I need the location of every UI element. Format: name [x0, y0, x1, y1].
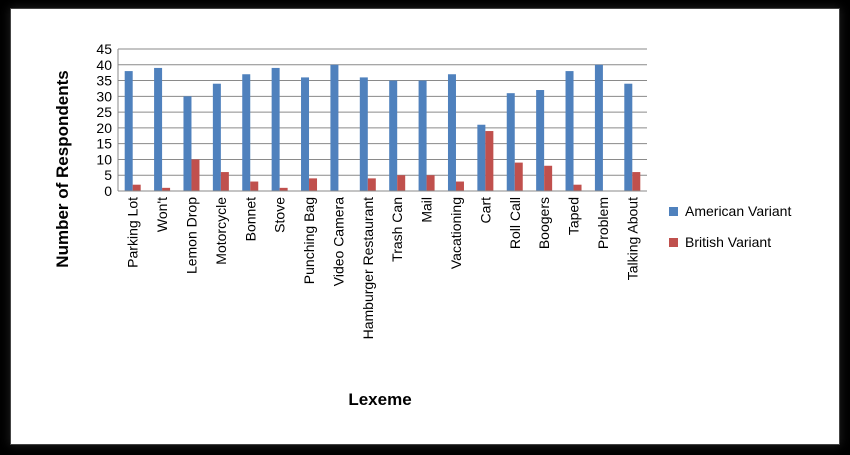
bar	[514, 162, 523, 191]
bar	[536, 90, 545, 191]
bar	[250, 181, 259, 191]
category-label: Cart	[477, 197, 493, 224]
category-label: Mail	[419, 197, 435, 223]
category-label: Problem	[595, 197, 611, 249]
bar	[271, 67, 280, 191]
bar	[447, 74, 456, 191]
bar	[183, 96, 192, 191]
legend-label: British Variant	[685, 234, 771, 250]
category-labels: Parking Lot Won't Lemon Drop Motorcycle Bonn…	[125, 197, 641, 340]
category-label: Vacationing	[448, 197, 464, 269]
y-tick-label: 25	[96, 104, 112, 120]
category-label: Taped	[566, 197, 582, 235]
category-label: Trash Can	[389, 197, 405, 262]
y-tick-label: 45	[96, 41, 112, 57]
gridlines	[118, 48, 647, 192]
bars	[124, 64, 641, 191]
bar	[191, 159, 200, 191]
category-label: Lemon Drop	[183, 197, 199, 274]
y-tick-label: 40	[96, 57, 112, 73]
y-tick-label: 0	[104, 183, 112, 199]
bar	[212, 83, 221, 191]
x-axis-title: Lexeme	[348, 390, 411, 409]
category-label: Roll Call	[507, 197, 523, 249]
bar	[506, 93, 515, 191]
bar	[220, 172, 229, 191]
bar	[279, 187, 288, 191]
category-label: Stove	[272, 197, 288, 233]
bar	[485, 131, 494, 191]
bar	[426, 175, 435, 191]
bar	[573, 184, 582, 191]
bar	[359, 77, 368, 191]
category-label: Video Camera	[330, 197, 346, 286]
category-label: Talking About	[624, 197, 640, 280]
category-label: Motorcycle	[213, 197, 229, 265]
y-tick-label: 35	[96, 73, 112, 89]
bar	[309, 178, 318, 191]
bar	[455, 181, 464, 191]
bar	[301, 77, 310, 191]
bar	[565, 71, 574, 191]
bar	[132, 184, 141, 191]
bar	[397, 175, 406, 191]
category-label: Boogers	[536, 197, 552, 249]
bar	[330, 64, 339, 191]
bar	[242, 74, 251, 191]
y-axis-title: Number of Respondents	[53, 70, 72, 267]
bar	[389, 80, 398, 191]
bar	[418, 80, 427, 191]
y-tick-label: 20	[96, 120, 112, 136]
bar	[367, 178, 376, 191]
bar	[162, 187, 171, 191]
legend: American Variant British Variant	[669, 203, 791, 250]
bar	[594, 64, 603, 191]
bar	[124, 71, 133, 191]
category-label: Won't	[154, 197, 170, 232]
bar	[632, 172, 641, 191]
y-tick-label: 15	[96, 136, 112, 152]
y-tick-label: 10	[96, 151, 112, 167]
category-label: Parking Lot	[125, 197, 141, 268]
bar	[477, 124, 486, 191]
legend-label: American Variant	[685, 203, 791, 219]
legend-swatch	[669, 238, 678, 247]
bar	[154, 67, 163, 191]
category-label: Punching Bag	[301, 197, 317, 284]
legend-swatch	[669, 207, 678, 216]
bar	[624, 83, 633, 191]
bar	[544, 165, 553, 191]
y-tick-label: 30	[96, 88, 112, 104]
chart-frame: 0 5 10 15 20 25 30 35 40 45 Parking Lot Won't Lemon…	[10, 8, 840, 445]
y-tick-label: 5	[104, 167, 112, 183]
category-label: Hamburger Restaurant	[360, 197, 376, 340]
category-label: Bonnet	[242, 197, 258, 241]
